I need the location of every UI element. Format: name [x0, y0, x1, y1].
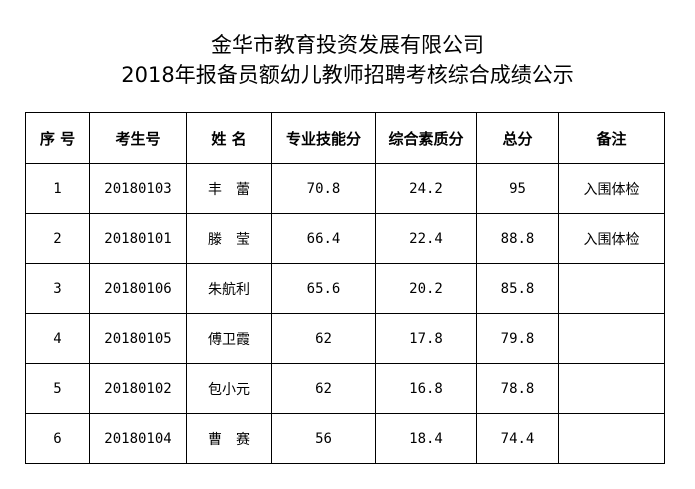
cell-skill-score: 65.6	[271, 263, 376, 314]
cell-candidate-id: 20180106	[89, 263, 187, 314]
cell-skill-score: 62	[271, 363, 376, 414]
cell-total: 79.8	[476, 313, 559, 364]
cell-quality-score: 22.4	[375, 213, 477, 264]
cell-index: 1	[25, 163, 90, 214]
cell-total: 95	[476, 163, 559, 214]
header-name: 姓 名	[186, 112, 272, 164]
cell-name: 曹 赛	[186, 413, 272, 464]
results-table: 序 号 考生号 姓 名 专业技能分 综合素质分 总分 备注 1 20180103 丰…	[25, 112, 665, 464]
cell-remarks	[558, 413, 665, 464]
cell-candidate-id: 20180103	[89, 163, 187, 214]
table-row: 5 20180102 包小元 62 16.8 78.8	[25, 363, 665, 414]
cell-name: 傅卫霞	[186, 313, 272, 364]
cell-skill-score: 66.4	[271, 213, 376, 264]
document-subtitle: 2018年报备员额幼儿教师招聘考核综合成绩公示	[121, 63, 574, 87]
header-index: 序 号	[25, 112, 90, 164]
cell-quality-score: 24.2	[375, 163, 477, 214]
cell-name: 包小元	[186, 363, 272, 414]
header-remarks: 备注	[558, 112, 665, 164]
table-row: 1 20180103 丰 蕾 70.8 24.2 95 入围体检	[25, 163, 665, 214]
cell-quality-score: 18.4	[375, 413, 477, 464]
cell-skill-score: 70.8	[271, 163, 376, 214]
cell-candidate-id: 20180105	[89, 313, 187, 364]
cell-skill-score: 62	[271, 313, 376, 364]
cell-total: 78.8	[476, 363, 559, 414]
cell-quality-score: 20.2	[375, 263, 477, 314]
cell-candidate-id: 20180104	[89, 413, 187, 464]
cell-quality-score: 16.8	[375, 363, 477, 414]
cell-candidate-id: 20180102	[89, 363, 187, 414]
table-row: 6 20180104 曹 赛 56 18.4 74.4	[25, 413, 665, 464]
table-header-row: 序 号 考生号 姓 名 专业技能分 综合素质分 总分 备注	[25, 112, 665, 164]
cell-quality-score: 17.8	[375, 313, 477, 364]
cell-name: 朱航利	[186, 263, 272, 314]
table-row: 2 20180101 滕 莹 66.4 22.4 88.8 入围体检	[25, 213, 665, 264]
header-quality-score: 综合素质分	[375, 112, 477, 164]
cell-total: 74.4	[476, 413, 559, 464]
cell-remarks	[558, 363, 665, 414]
cell-index: 2	[25, 213, 90, 264]
cell-candidate-id: 20180101	[89, 213, 187, 264]
cell-index: 6	[25, 413, 90, 464]
cell-total: 85.8	[476, 263, 559, 314]
cell-remarks	[558, 313, 665, 364]
cell-remarks	[558, 263, 665, 314]
cell-name: 丰 蕾	[186, 163, 272, 214]
cell-remarks: 入围体检	[558, 213, 665, 264]
header-total: 总分	[476, 112, 559, 164]
cell-remarks: 入围体检	[558, 163, 665, 214]
cell-name: 滕 莹	[186, 213, 272, 264]
cell-skill-score: 56	[271, 413, 376, 464]
cell-index: 4	[25, 313, 90, 364]
cell-total: 88.8	[476, 213, 559, 264]
cell-index: 3	[25, 263, 90, 314]
table-row: 3 20180106 朱航利 65.6 20.2 85.8	[25, 263, 665, 314]
header-candidate-id: 考生号	[89, 112, 187, 164]
table-row: 4 20180105 傅卫霞 62 17.8 79.8	[25, 313, 665, 364]
cell-index: 5	[25, 363, 90, 414]
document-title: 金华市教育投资发展有限公司	[211, 33, 484, 57]
header-skill-score: 专业技能分	[271, 112, 376, 164]
